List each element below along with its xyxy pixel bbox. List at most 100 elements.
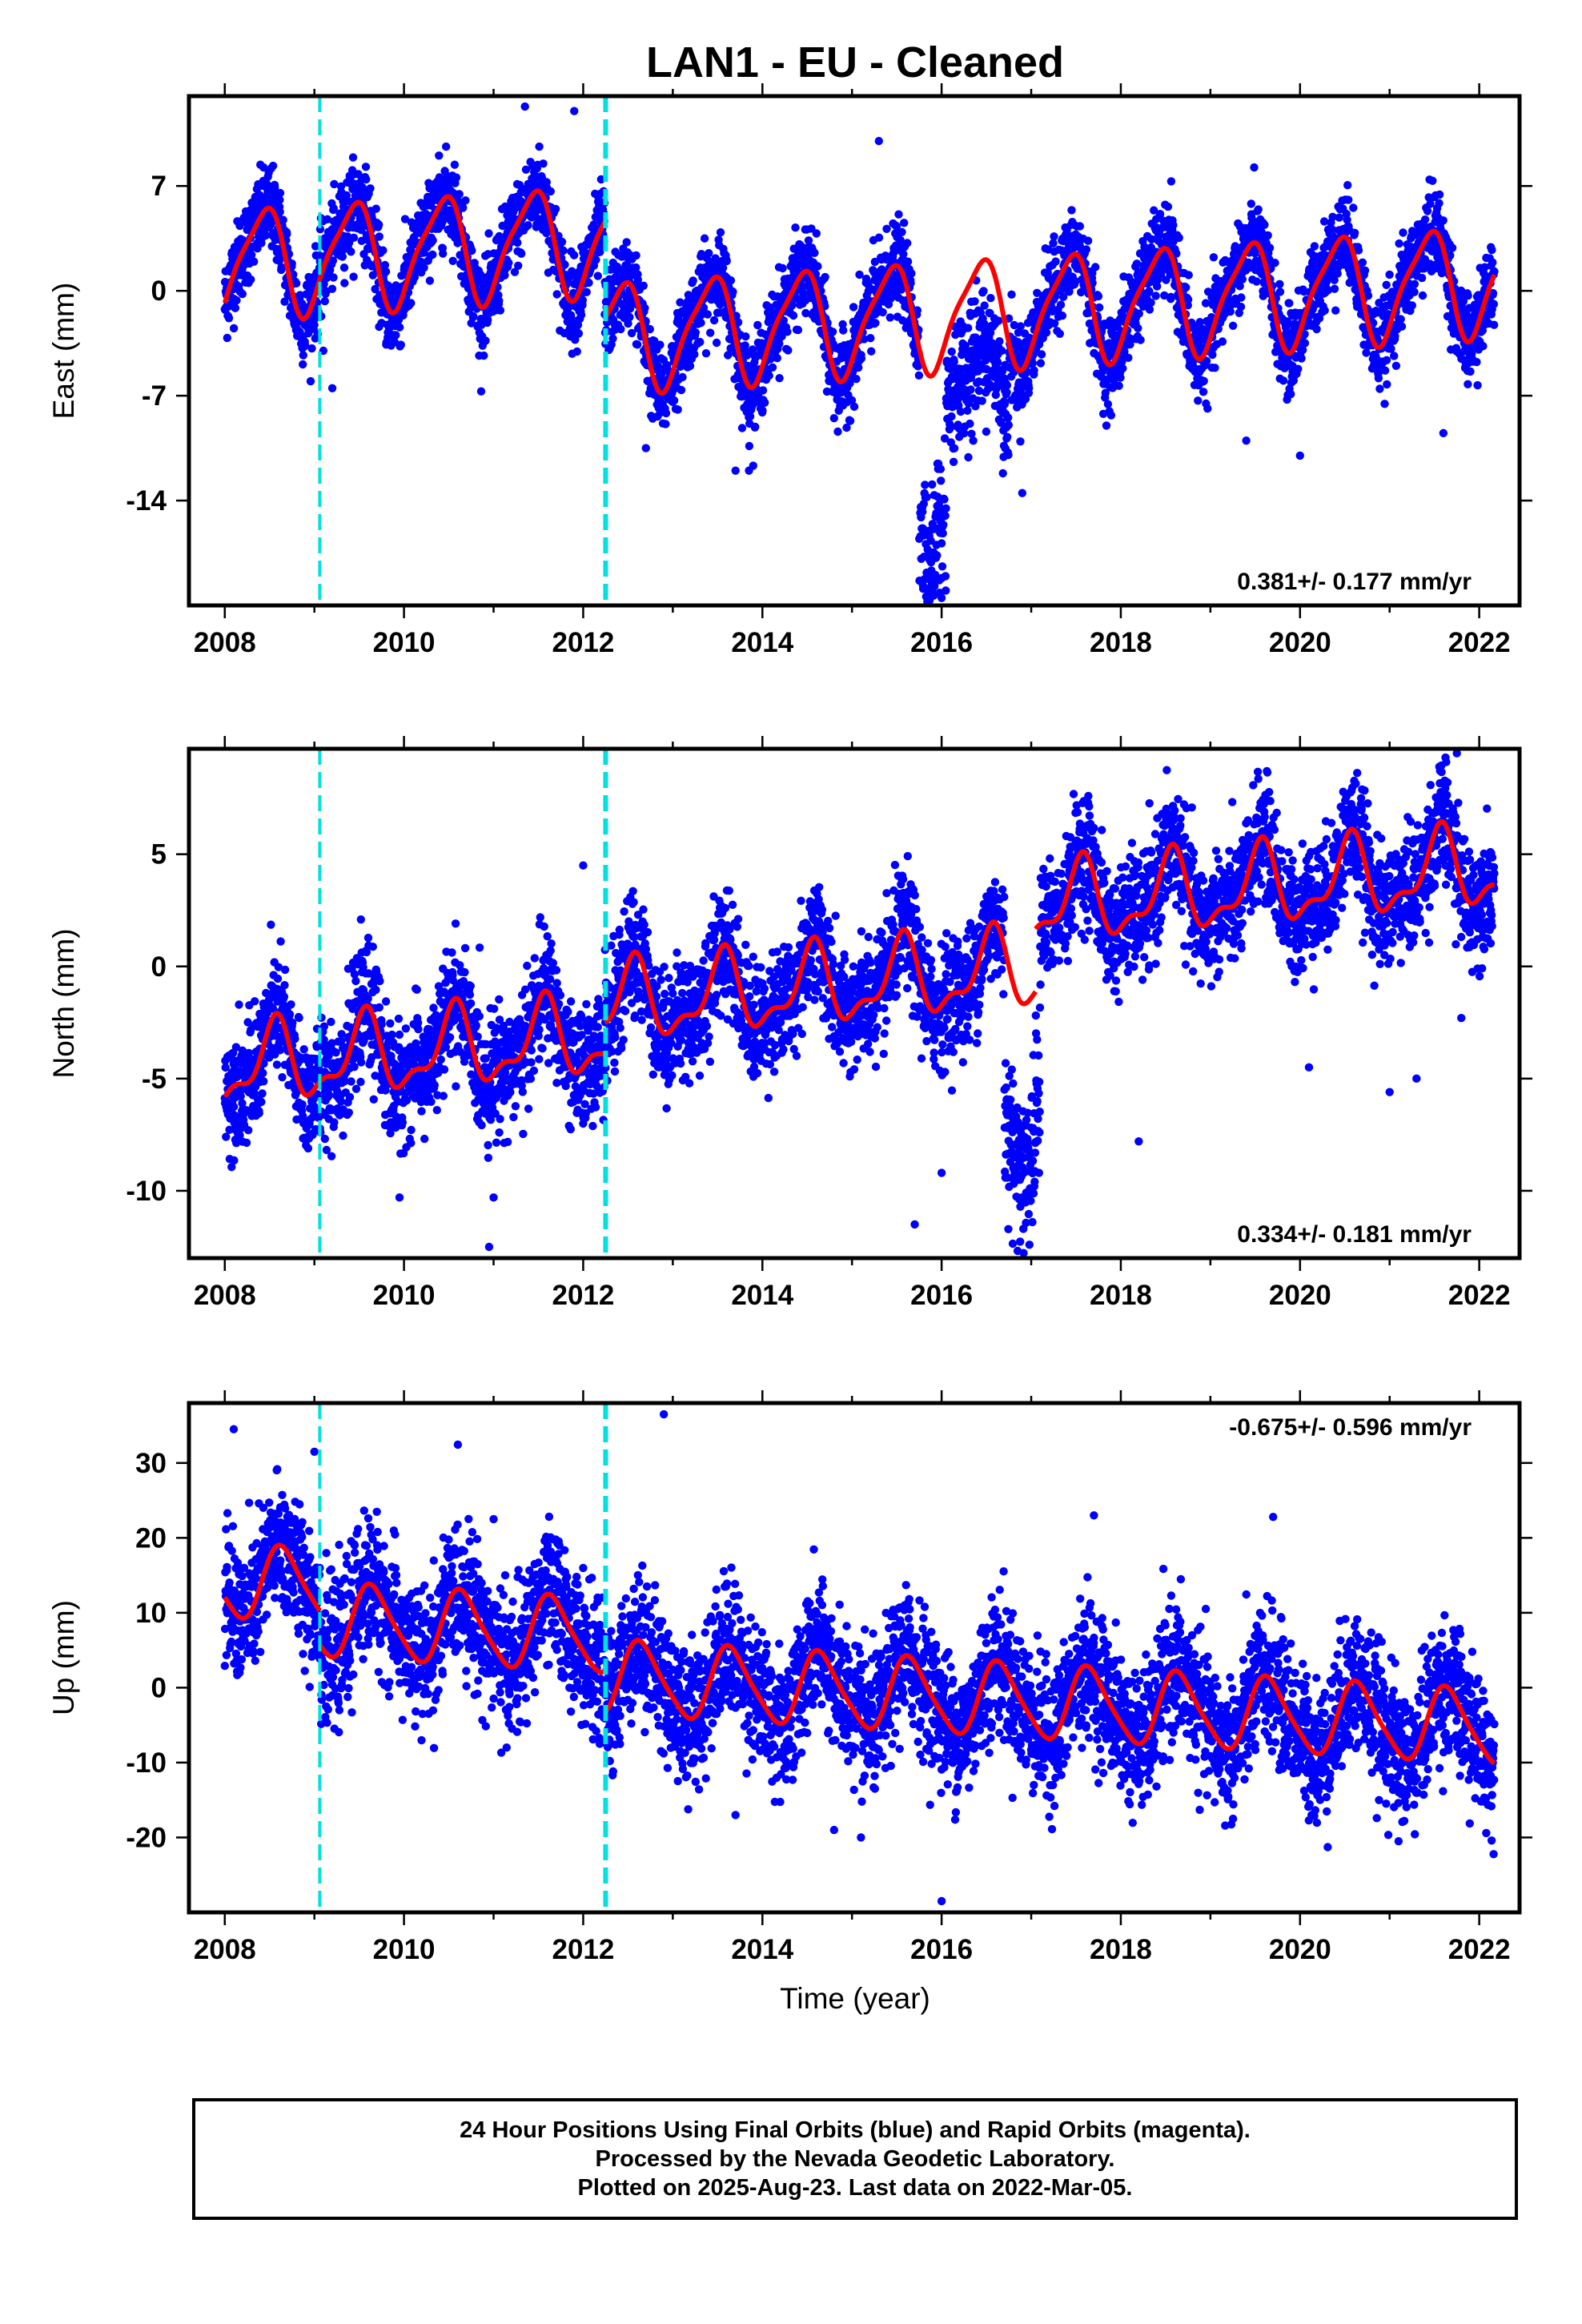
east-data-point [936,464,946,473]
east-data-point [1275,287,1285,296]
east-data-point [1163,202,1173,211]
east-data-point [371,204,380,213]
east-data-point [705,249,713,258]
east-data-point [1030,366,1038,375]
east-data-point [452,173,461,182]
east-data-point [275,195,284,204]
east-data-point [1091,263,1100,271]
east-data-point [842,423,851,432]
east-data-point [554,231,563,240]
east-data-point [1236,302,1246,312]
east-data-point [1147,235,1156,243]
east-data-point [761,398,769,407]
east-data-point [885,313,895,322]
east-data-point [947,347,956,356]
east-data-point [712,338,721,348]
east-data-point [279,215,287,224]
east-data-point [340,279,349,287]
east-data-point [791,223,800,232]
east-data-point [1320,306,1329,315]
east-data-point [450,160,460,169]
east-data-point [1208,350,1217,360]
east-data-point [947,412,956,421]
east-data-point [685,361,695,371]
east-data-point [1082,245,1091,254]
east-data-point [362,175,371,184]
east-data-point [1285,299,1294,308]
east-data-point [1343,215,1351,224]
east-data-point [468,246,476,255]
east-data-point [937,476,946,485]
east-data-point [1075,222,1085,231]
east-data-point [1203,404,1212,413]
east-data-point [329,204,338,213]
east-data-point [1188,360,1198,369]
east-data-point [349,233,359,242]
east-data-point [892,222,901,231]
east-data-point [855,270,864,279]
east-data-point [1310,242,1319,251]
east-data-point [1294,364,1303,373]
east-data-point [1250,163,1259,172]
east-data-point [696,337,705,347]
east-data-point [1120,347,1129,356]
east-data-point [882,224,891,233]
east-data-point [1344,195,1353,204]
east-data-point [1238,275,1247,283]
east-data-point [966,419,974,428]
east-data-point [428,236,437,245]
east-data-point [1058,312,1067,320]
east-data-point [576,311,586,320]
east-data-point [349,272,358,281]
east-data-point [1000,400,1010,408]
east-data-point [949,457,958,466]
east-data-point [1228,321,1238,330]
east-data-point [970,297,979,306]
chart-title: LAN1 - EU - Cleaned [646,38,1064,86]
east-data-point [969,436,978,445]
east-data-point [1368,319,1378,328]
east-data-point [813,262,822,271]
east-data-point [640,304,649,312]
east-data-point [1150,206,1158,215]
east-data-point [1259,292,1268,300]
east-data-point [327,284,337,293]
east-data-point [622,238,631,247]
east-data-point [1102,421,1111,430]
east-data-point [500,271,509,279]
east-data-point [941,572,950,581]
east-data-point [1160,291,1169,300]
east-data-point [1395,239,1403,248]
east-data-point [633,340,642,349]
east-data-point [1360,266,1370,275]
east-data-point [1050,232,1058,241]
east-data-point [306,376,315,386]
east-data-point [938,529,947,538]
east-data-point [1323,286,1332,295]
east-data-point [1275,279,1284,288]
east-data-point [1319,217,1329,226]
east-data-point [691,328,700,337]
east-data-point [768,363,777,372]
east-data-point [539,159,548,168]
east-data-point [982,427,991,436]
east-data-point [921,480,930,489]
east-data-point [974,386,984,396]
east-data-point [1420,215,1430,224]
east-data-point [899,250,908,259]
east-data-point [933,551,942,560]
east-data-point [998,468,1007,478]
east-data-point [1375,384,1384,393]
east-data-point [632,251,640,260]
east-data-point [524,221,532,230]
east-data-point [1385,270,1394,279]
east-data-point [572,347,581,356]
east-data-point [1271,259,1279,267]
east-data-point [1211,364,1219,372]
east-data-point [922,493,931,501]
east-data-point [295,291,304,300]
east-data-point [1417,273,1427,283]
east-data-point [1158,266,1166,275]
east-data-point [1343,181,1352,190]
